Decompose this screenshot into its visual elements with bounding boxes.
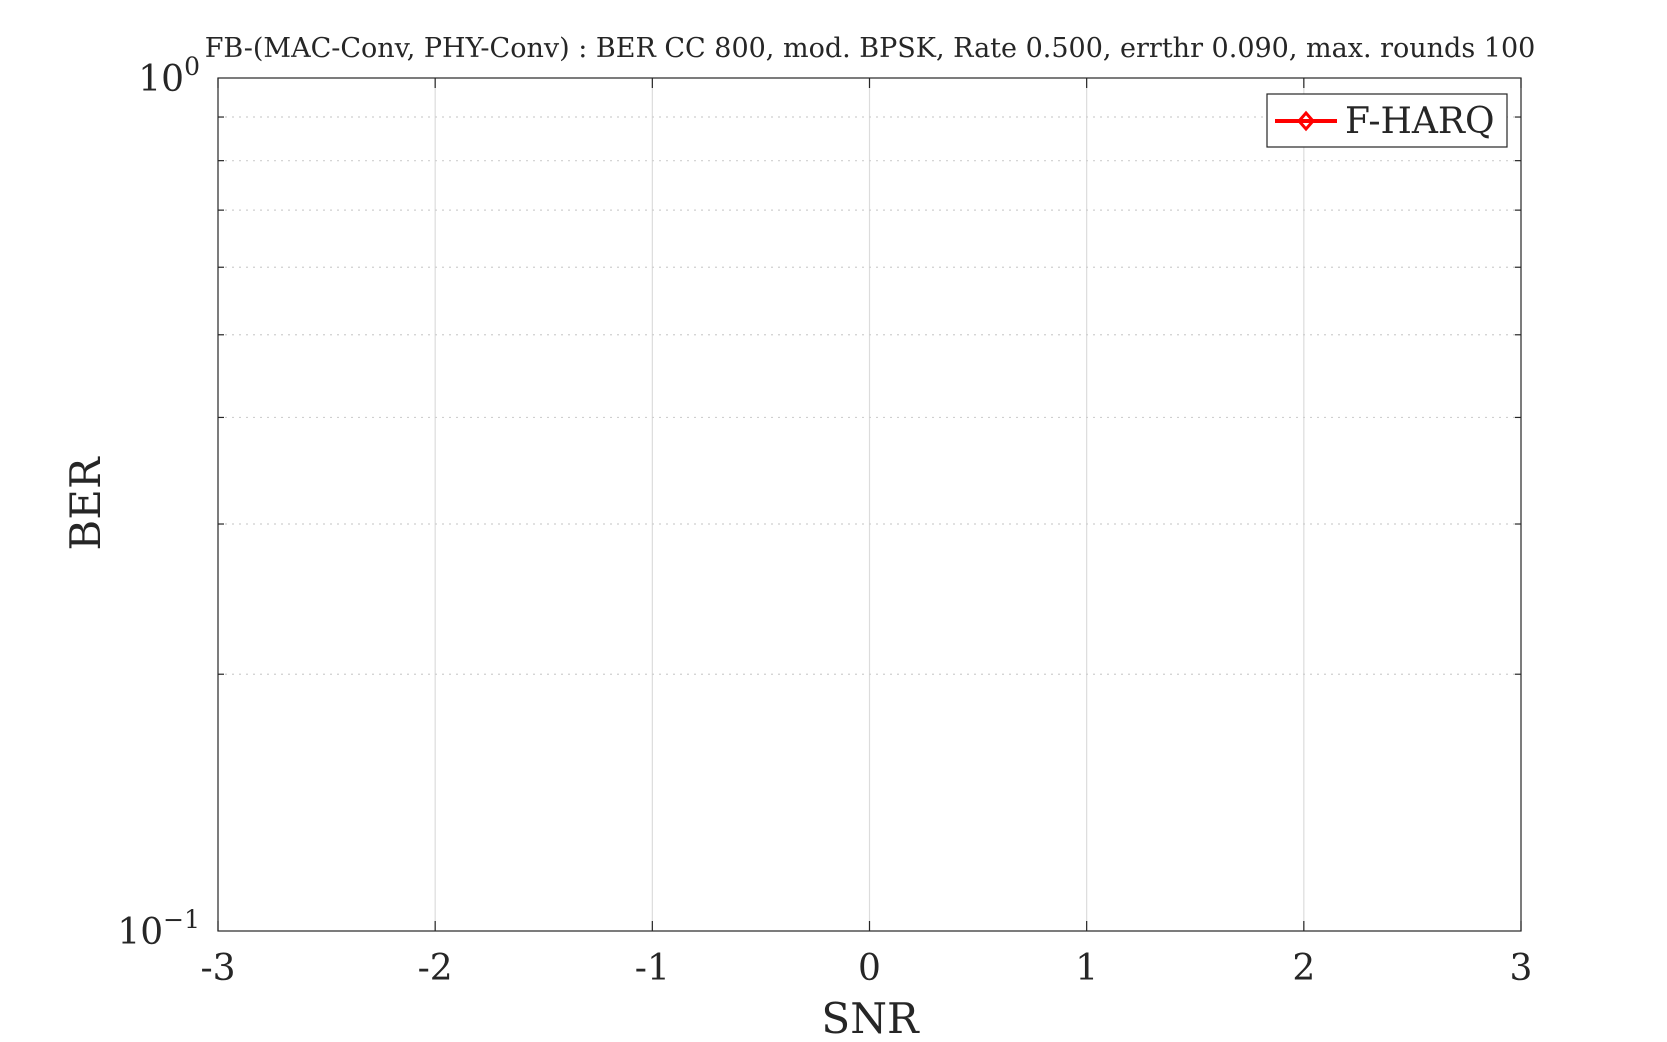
legend[interactable]: F-HARQ — [1266, 93, 1508, 148]
x-tick-label: -3 — [200, 948, 235, 989]
y-tick-label: 10−1 — [117, 905, 200, 953]
x-tick-label: 3 — [1510, 948, 1533, 989]
grid-lines — [218, 78, 1521, 931]
y-axis-label: BER — [61, 456, 110, 551]
x-tick-labels: -3 -2 -1 0 1 2 3 — [200, 948, 1532, 989]
x-tick-label: 0 — [858, 948, 881, 989]
x-tick-label: 2 — [1292, 948, 1315, 989]
y-tick-label: 100 — [138, 52, 200, 100]
x-tick-label: -2 — [418, 948, 453, 989]
y-tick-labels: 100 10−1 — [117, 52, 200, 953]
legend-label-f-harq: F-HARQ — [1345, 101, 1495, 142]
legend-marker-diamond — [1297, 110, 1315, 132]
plot-frame — [217, 77, 1522, 932]
x-tick-label: 1 — [1075, 948, 1098, 989]
x-tick-label: -1 — [635, 948, 670, 989]
chart-title: FB-(MAC-Conv, PHY-Conv) : BER CC 800, mo… — [205, 33, 1536, 64]
x-axis-label: SNR — [821, 994, 920, 1042]
